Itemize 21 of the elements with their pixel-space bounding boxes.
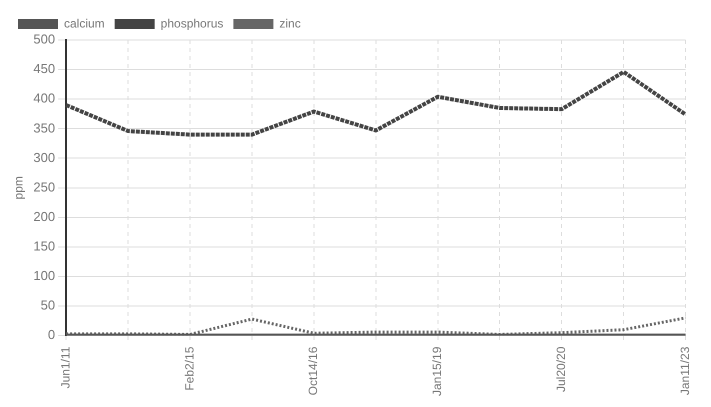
legend-label: zinc <box>279 16 301 30</box>
x-tick-label: Jan15/19 <box>430 346 444 396</box>
y-tick-label: 250 <box>33 179 56 194</box>
y-tick-label: 0 <box>48 327 56 342</box>
x-tick-label: Feb2/15 <box>182 346 196 391</box>
y-tick-label: 300 <box>33 150 56 165</box>
y-tick-label: 150 <box>33 238 56 254</box>
y-tick-label: 350 <box>33 120 56 136</box>
x-tick-label: Jul20/20 <box>554 346 568 392</box>
y-tick-label: 500 <box>33 32 56 47</box>
y-tick-label: 200 <box>33 208 56 224</box>
x-tick-label: Oct14/16 <box>306 346 320 396</box>
x-tick-label: Jan11/23 <box>678 346 692 396</box>
y-tick-label: 450 <box>33 61 56 76</box>
x-tick-label: Jun1/11 <box>58 346 72 388</box>
legend-label: calcium <box>64 16 105 30</box>
y-tick-label: 100 <box>33 268 56 284</box>
y-tick-label: 50 <box>40 298 56 313</box>
y-axis-title: ppm <box>12 176 26 200</box>
y-tick-label: 400 <box>33 90 56 106</box>
legend-label: phosphorus <box>160 16 224 30</box>
